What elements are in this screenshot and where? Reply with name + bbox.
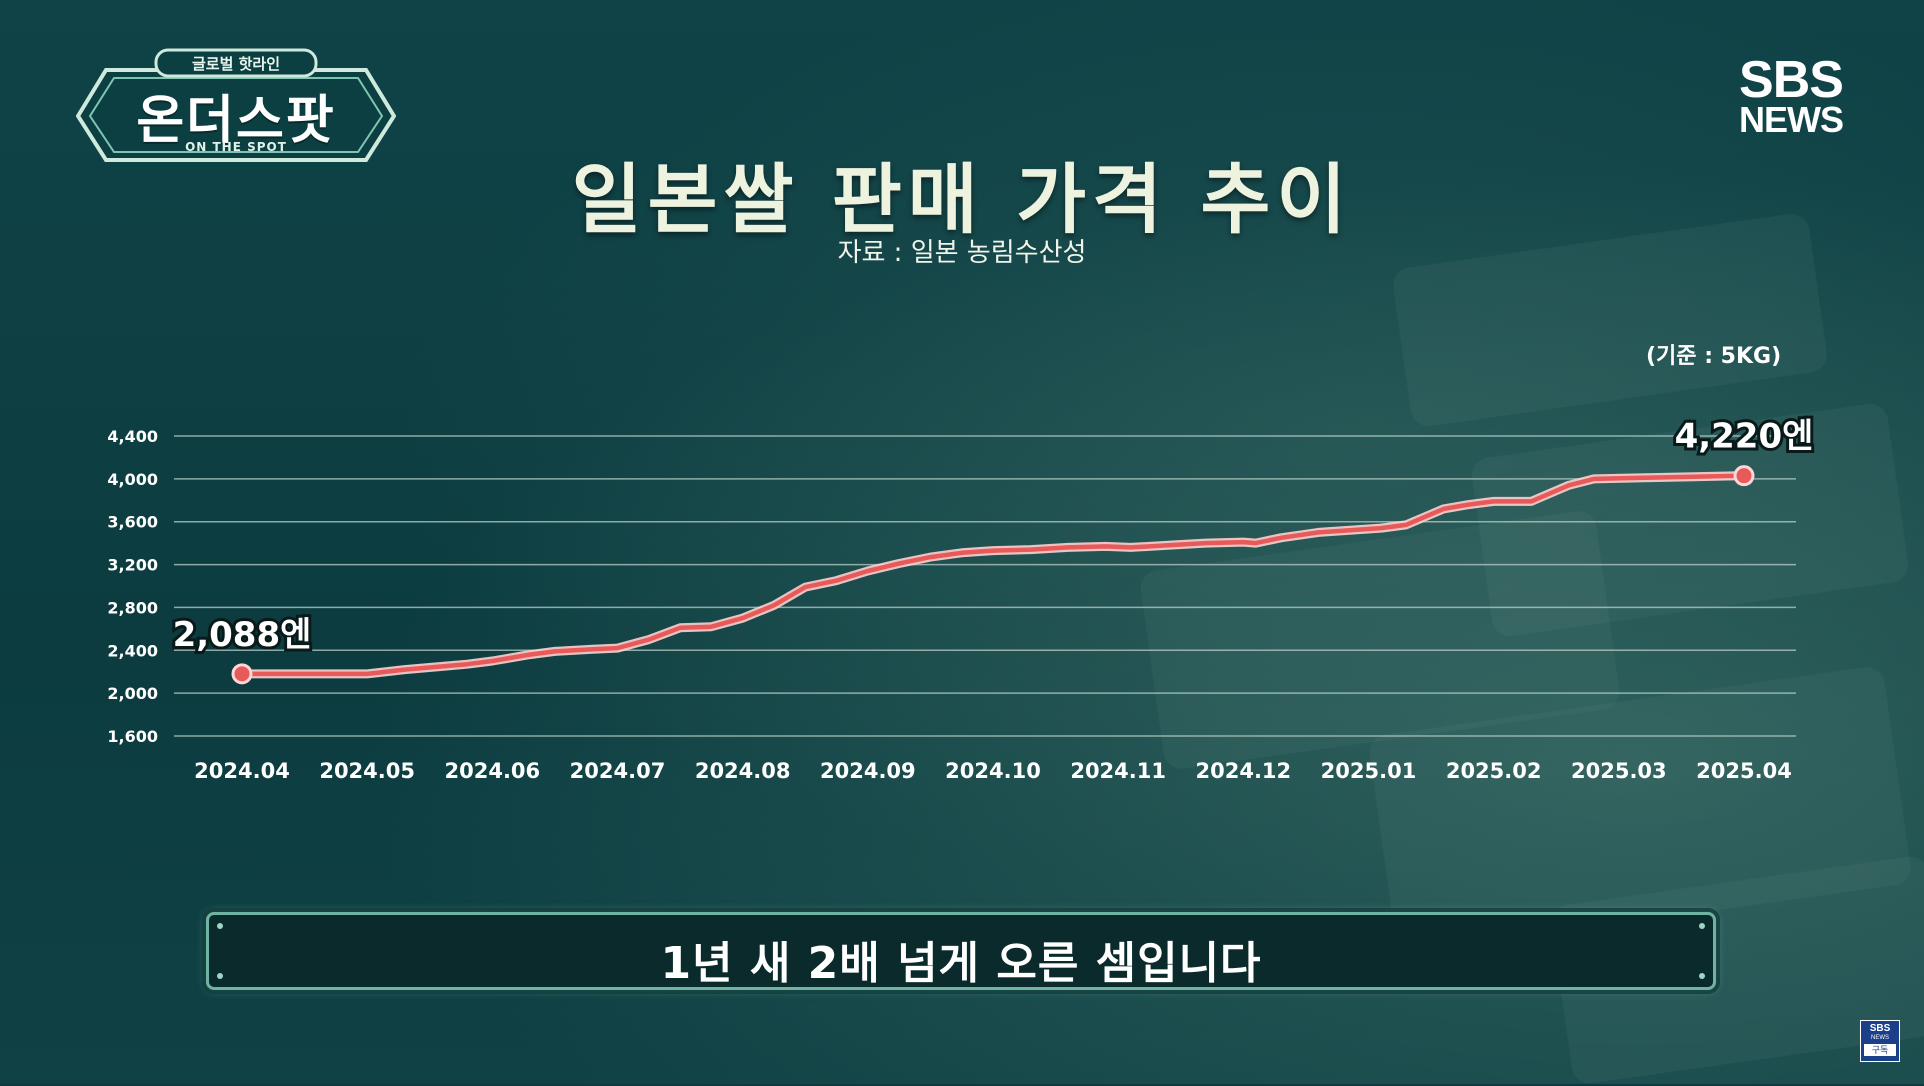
subscribe-badge-line1: SBS: [1869, 1023, 1891, 1034]
y-tick-label: 1,600: [107, 727, 158, 746]
corner-dot: [1699, 973, 1705, 979]
x-tick-label: 2024.05: [319, 759, 415, 783]
x-tick-label: 2024.11: [1070, 759, 1166, 783]
subtitle-text: 1년 새 2배 넘게 오른 셈입니다: [660, 938, 1262, 989]
sbs-logo-line2: NEWS: [1739, 99, 1844, 140]
sbs-news-logo: SBS NEWS: [1732, 54, 1850, 138]
x-tick-label: 2024.08: [695, 759, 791, 783]
y-tick-label: 4,400: [107, 427, 158, 446]
unit-note: (기준 : 5KG): [1646, 344, 1782, 369]
program-logo-main: 온더스팟: [136, 91, 336, 151]
x-tick-label: 2025.01: [1321, 759, 1417, 783]
x-tick-label: 2024.04: [194, 759, 290, 783]
series-line-glow: [237, 471, 1749, 679]
chart-source: 자료 : 일본 농림수산성: [837, 238, 1087, 268]
corner-dot: [1699, 923, 1705, 929]
y-tick-label: 3,200: [107, 556, 158, 575]
corner-dot: [217, 923, 223, 929]
subtitle-box: 1년 새 2배 넘게 오른 셈입니다: [206, 912, 1716, 990]
y-tick-label: 2,000: [107, 684, 158, 703]
subscribe-button[interactable]: SBS NEWS 구독: [1860, 1020, 1900, 1062]
y-tick-label: 2,800: [107, 598, 158, 617]
data-point-marker: [1733, 465, 1755, 487]
y-tick-label: 2,400: [107, 641, 158, 660]
data-label: 2,088엔: [173, 615, 312, 655]
y-tick-label: 4,000: [107, 470, 158, 489]
x-tick-label: 2025.03: [1571, 759, 1667, 783]
y-tick-label: 3,600: [107, 513, 158, 532]
x-tick-label: 2025.04: [1696, 759, 1792, 783]
data-point-marker: [231, 663, 253, 685]
x-tick-label: 2025.02: [1446, 759, 1542, 783]
x-tick-label: 2024.06: [445, 759, 541, 783]
sbs-logo-line1: SBS: [1739, 51, 1844, 109]
chart-title: 일본쌀 판매 가격 추이: [571, 155, 1353, 244]
data-label: 4,220엔: [1675, 417, 1814, 457]
x-tick-label: 2024.07: [570, 759, 666, 783]
corner-dot: [217, 973, 223, 979]
program-logo: 글로벌 핫라인 온더스팟 ON THE SPOT: [75, 48, 397, 166]
x-tick-label: 2024.10: [945, 759, 1041, 783]
program-logo-sub: ON THE SPOT: [185, 140, 287, 154]
program-logo-top: 글로벌 핫라인: [191, 55, 281, 73]
x-tick-label: 2024.09: [820, 759, 916, 783]
x-tick-label: 2024.12: [1196, 759, 1292, 783]
subscribe-badge-label: 구독: [1864, 1044, 1896, 1056]
subscribe-badge-line2: NEWS: [1871, 1035, 1889, 1041]
series-line: [239, 473, 1747, 677]
